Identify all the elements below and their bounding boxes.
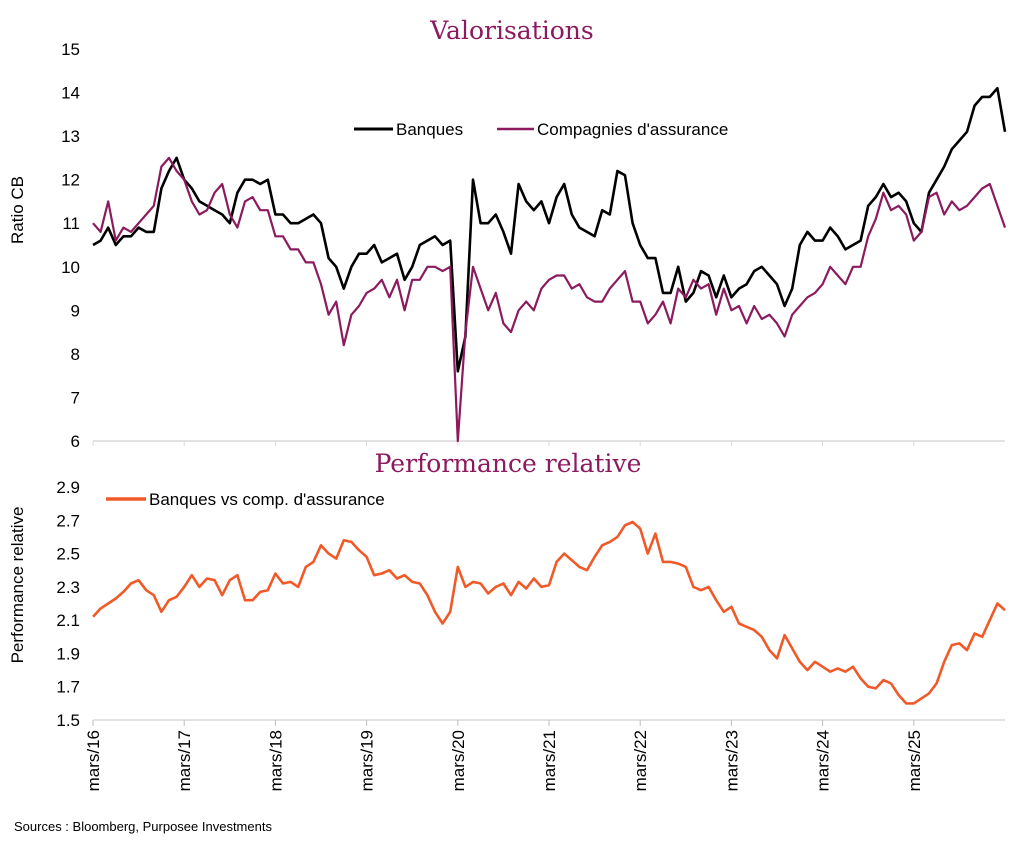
0-y-tick-label: 12	[61, 171, 80, 190]
x-tick-label: mars/21	[540, 730, 559, 791]
1-y-tick-label: 2.1	[56, 611, 80, 630]
bottom-y-axis-label: Performance relative	[8, 507, 27, 664]
0-y-tick-label: 11	[62, 214, 80, 233]
1-y-tick-label: 2.9	[56, 478, 80, 497]
legend-label-assurance: Compagnies d'assurance	[537, 120, 728, 139]
source-note: Sources : Bloomberg, Purposee Investment…	[14, 819, 272, 834]
top-y-ticks: 6 7 8 9 10 11 12 13 14 15	[61, 40, 80, 451]
bottom-y-ticks: 1.5 1.7 1.9 2.1 2.3 2.5 2.7 2.9	[56, 478, 80, 730]
bottom-chart-title: Performance relative	[375, 449, 642, 478]
0-y-tick-label: 13	[61, 127, 80, 146]
1-y-tick-label: 1.7	[56, 678, 80, 697]
x-tick-label: mars/23	[722, 730, 741, 791]
top-y-axis-label: Ratio CB	[8, 176, 27, 244]
top-chart-title: Valorisations	[429, 16, 593, 45]
0-y-tick-label: 10	[61, 258, 80, 277]
1-y-tick-label: 1.5	[56, 711, 80, 730]
1-y-tick-label: 2.5	[56, 545, 80, 564]
1-y-tick-label: 1.9	[56, 644, 80, 663]
x-tick-label: mars/25	[905, 730, 924, 791]
1-y-tick-label: 2.7	[56, 511, 80, 530]
0-y-tick-label: 7	[71, 388, 80, 407]
1-series-line-0	[92, 520, 1006, 705]
x-tick-label: mars/19	[358, 730, 377, 791]
top-legend: Banques Compagnies d'assurance	[354, 120, 728, 139]
bottom-legend: Banques vs comp. d'assurance	[106, 490, 385, 509]
top-series-group	[92, 86, 1007, 443]
0-y-tick-label: 6	[71, 432, 80, 451]
0-y-tick-label: 8	[71, 345, 80, 364]
x-tick-label: mars/22	[631, 730, 650, 791]
x-tick-label: mars/20	[449, 730, 468, 791]
0-series-line-1	[92, 156, 1007, 443]
1-y-tick-label: 2.3	[56, 578, 80, 597]
0-series-line-0	[92, 86, 1007, 373]
x-tick-label: mars/16	[84, 730, 103, 791]
0-y-tick-label: 15	[61, 40, 80, 59]
x-tick-label: mars/24	[814, 730, 833, 791]
0-y-tick-label: 9	[71, 301, 80, 320]
legend-label-banques: Banques	[396, 120, 463, 139]
x-tick-label: mars/18	[266, 730, 285, 791]
0-y-tick-label: 14	[61, 84, 80, 103]
bottom-series-group	[92, 520, 1006, 705]
bottom-x-ticks: mars/16 mars/17 mars/18 mars/19 mars/20 mars/…	[84, 720, 924, 791]
legend-label-relative: Banques vs comp. d'assurance	[149, 490, 385, 509]
x-tick-label: mars/17	[175, 730, 194, 791]
